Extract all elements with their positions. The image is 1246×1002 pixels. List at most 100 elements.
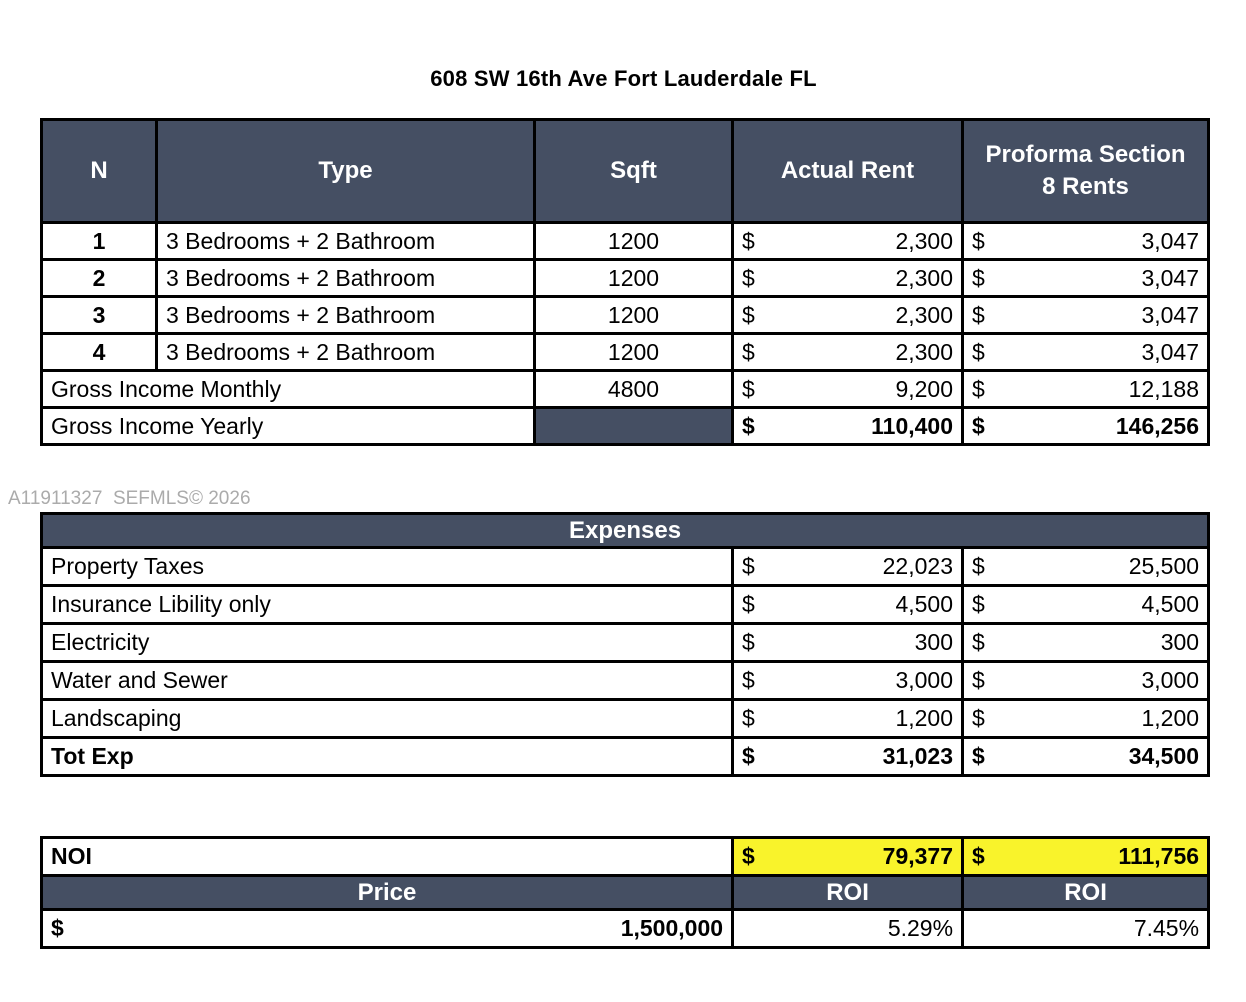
expense-actual-cell: $1,200	[731, 698, 964, 739]
currency-sign: $	[972, 591, 985, 617]
expenses-section-title: Expenses	[39, 512, 1211, 549]
amount: 25,500	[1128, 553, 1200, 579]
currency-sign: $	[972, 301, 985, 328]
gross-income-yearly-label: Gross Income Yearly	[40, 406, 536, 446]
sqft-cell: 1200	[533, 221, 734, 261]
currency-sign: $	[972, 264, 985, 291]
expense-proforma-cell: $3,000	[960, 660, 1211, 701]
unit-type-cell: 3 Bedrooms + 2 Bathroom	[155, 258, 536, 298]
unit-type-cell: 3 Bedrooms + 2 Bathroom	[155, 221, 536, 261]
expense-proforma-cell: $25,500	[960, 546, 1211, 587]
roi-proforma-cell: 7.45%	[961, 908, 1211, 949]
amount: 2,300	[895, 301, 953, 328]
currency-sign: $	[972, 667, 985, 693]
currency-sign: $	[742, 743, 755, 769]
currency-sign: $	[742, 843, 755, 869]
proforma-rent-cell: $3,047	[961, 332, 1210, 372]
noi-actual-cell: $79,377	[731, 836, 965, 877]
currency-sign: $	[742, 264, 755, 291]
actual-rent-cell: $2,300	[731, 258, 964, 298]
currency-sign: $	[742, 227, 755, 254]
summary-table: NOI $79,377 $111,756 Price ROI ROI $1,50…	[39, 836, 1211, 949]
expense-label-cell: Electricity	[40, 622, 734, 663]
gross-monthly-proforma-cell: $12,188	[961, 369, 1210, 409]
header-sqft: Sqft	[533, 118, 734, 224]
expense-proforma-cell: $300	[960, 622, 1211, 663]
expense-actual-cell: $4,500	[731, 584, 964, 625]
expense-proforma-cell: $1,200	[960, 698, 1211, 739]
currency-sign: $	[742, 705, 755, 731]
actual-rent-cell: $2,300	[731, 332, 964, 372]
amount: 3,047	[1141, 338, 1199, 365]
proforma-rent-cell: $3,047	[961, 221, 1210, 261]
gross-monthly-actual-cell: $9,200	[731, 369, 964, 409]
amount: 9,200	[895, 375, 953, 402]
unit-number-cell: 2	[40, 258, 158, 298]
header-proforma-rent: Proforma Section 8 Rents	[961, 118, 1210, 224]
amount: 3,047	[1141, 227, 1199, 254]
noi-label: NOI	[39, 836, 735, 877]
amount: 3,000	[895, 667, 953, 693]
amount: 110,400	[871, 412, 953, 439]
gross-income-monthly-label: Gross Income Monthly	[40, 369, 536, 409]
roi-header-proforma: ROI	[961, 874, 1211, 911]
gross-income-yearly-row: Gross Income Yearly $110,400 $146,256	[40, 406, 1210, 446]
total-expenses-actual-cell: $31,023	[731, 736, 964, 777]
expense-label-cell: Insurance Libility only	[40, 584, 734, 625]
gross-income-monthly-row: Gross Income Monthly 4800 $9,200 $12,188	[40, 369, 1210, 409]
expense-actual-cell: $3,000	[731, 660, 964, 701]
currency-sign: $	[742, 629, 755, 655]
amount: 4,500	[895, 591, 953, 617]
expense-label-cell: Landscaping	[40, 698, 734, 739]
expense-actual-cell: $300	[731, 622, 964, 663]
currency-sign: $	[742, 591, 755, 617]
rent-table-header-row: N Type Sqft Actual Rent Proforma Section…	[40, 118, 1210, 224]
amount: 3,047	[1141, 301, 1199, 328]
expense-label-cell: Water and Sewer	[40, 660, 734, 701]
mls-watermark: A11911327 SEFMLS© 2026	[8, 488, 251, 509]
rent-table: N Type Sqft Actual Rent Proforma Section…	[40, 118, 1210, 446]
table-row: Electricity $300 $300	[40, 622, 1211, 663]
noi-proforma-cell: $111,756	[961, 836, 1211, 877]
noi-row: NOI $79,377 $111,756	[39, 836, 1211, 877]
total-expenses-proforma-cell: $34,500	[960, 736, 1211, 777]
unit-type-cell: 3 Bedrooms + 2 Bathroom	[155, 295, 536, 335]
currency-sign: $	[972, 227, 985, 254]
amount: 2,300	[895, 338, 953, 365]
currency-sign: $	[972, 338, 985, 365]
currency-sign: $	[972, 629, 985, 655]
currency-sign: $	[51, 915, 64, 941]
unit-number-cell: 4	[40, 332, 158, 372]
header-unit-number: N	[40, 118, 158, 224]
currency-sign: $	[742, 338, 755, 365]
amount: 4,500	[1141, 591, 1200, 617]
amount: 2,300	[895, 227, 953, 254]
unit-number-cell: 1	[40, 221, 158, 261]
expense-actual-cell: $22,023	[731, 546, 964, 587]
expense-proforma-cell: $4,500	[960, 584, 1211, 625]
amount: 1,500,000	[620, 915, 724, 941]
expense-label-cell: Property Taxes	[40, 546, 734, 587]
table-row: 2 3 Bedrooms + 2 Bathroom 1200 $2,300 $3…	[40, 258, 1210, 298]
header-actual-rent: Actual Rent	[731, 118, 964, 224]
amount: 1,200	[895, 705, 953, 731]
sqft-cell: 1200	[533, 258, 734, 298]
table-row: Property Taxes $22,023 $25,500	[40, 546, 1211, 587]
unit-type-cell: 3 Bedrooms + 2 Bathroom	[155, 332, 536, 372]
proforma-rent-cell: $3,047	[961, 258, 1210, 298]
currency-sign: $	[972, 705, 985, 731]
header-type: Type	[155, 118, 536, 224]
amount: 3,047	[1141, 264, 1199, 291]
amount: 1,200	[1141, 705, 1200, 731]
expenses-table: Expenses Property Taxes $22,023 $25,500 …	[39, 512, 1211, 777]
amount: 31,023	[882, 743, 953, 769]
total-sqft-cell: 4800	[533, 369, 734, 409]
currency-sign: $	[972, 843, 985, 869]
currency-sign: $	[742, 667, 755, 693]
currency-sign: $	[742, 375, 755, 402]
gross-yearly-proforma-cell: $146,256	[961, 406, 1210, 446]
price-value-cell: $1,500,000	[39, 908, 735, 949]
filled-spacer-cell	[533, 406, 734, 446]
amount: 12,188	[1128, 375, 1199, 402]
